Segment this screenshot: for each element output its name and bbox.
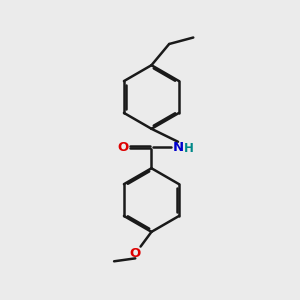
Text: O: O [130, 247, 141, 260]
Text: O: O [118, 141, 129, 154]
Text: H: H [184, 142, 194, 155]
Text: N: N [172, 141, 184, 154]
